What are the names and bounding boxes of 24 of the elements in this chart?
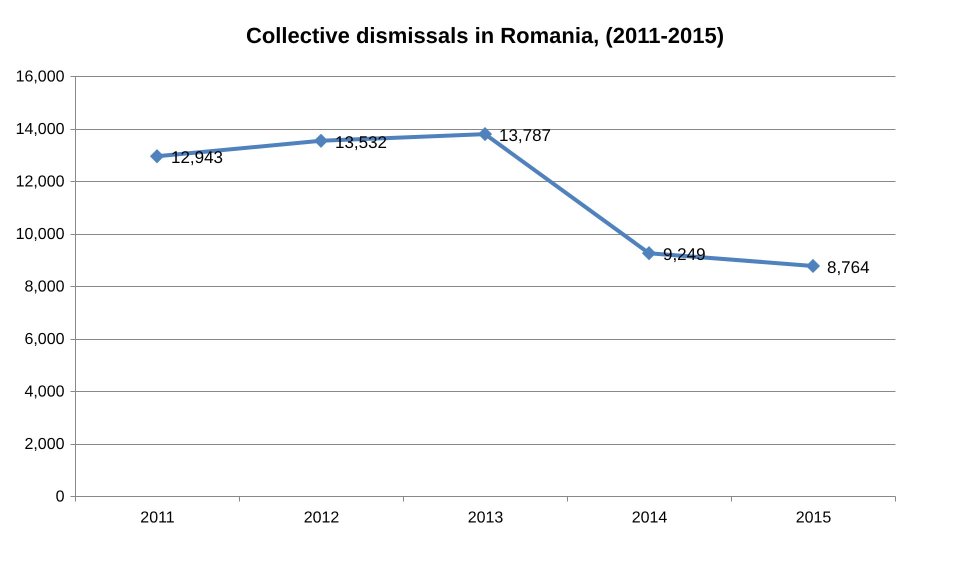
data-label: 13,787 (499, 126, 551, 146)
y-tick-label: 10,000 (16, 226, 65, 243)
y-tick-label: 0 (56, 488, 65, 506)
point (806, 258, 820, 274)
x-tick-label: 2014 (632, 510, 668, 526)
y-tick-label: 2,000 (24, 436, 65, 453)
y-tick-label: 12,000 (16, 174, 65, 190)
x-tick-label: 2011 (140, 510, 175, 526)
point (314, 134, 328, 148)
point (642, 246, 656, 260)
data-label: 12,943 (171, 148, 223, 168)
point (478, 127, 492, 142)
y-tick-label: 8,000 (24, 278, 65, 296)
point (150, 149, 164, 164)
x-tick-label: 2015 (796, 510, 832, 526)
chart-title: Collective dismissals in Romania, (2011-2015) (246, 23, 724, 48)
data-label: 8,764 (827, 258, 870, 277)
x-tick-label: 2013 (468, 510, 504, 526)
y-tick-label: 4,000 (24, 384, 65, 400)
x-tick-label: 2012 (304, 510, 340, 526)
y-tick-label: 14,000 (16, 121, 65, 138)
y-tick-label: 6,000 (24, 331, 65, 348)
y-tick-label: 16,000 (16, 68, 65, 86)
data-label: 9,249 (663, 245, 706, 264)
